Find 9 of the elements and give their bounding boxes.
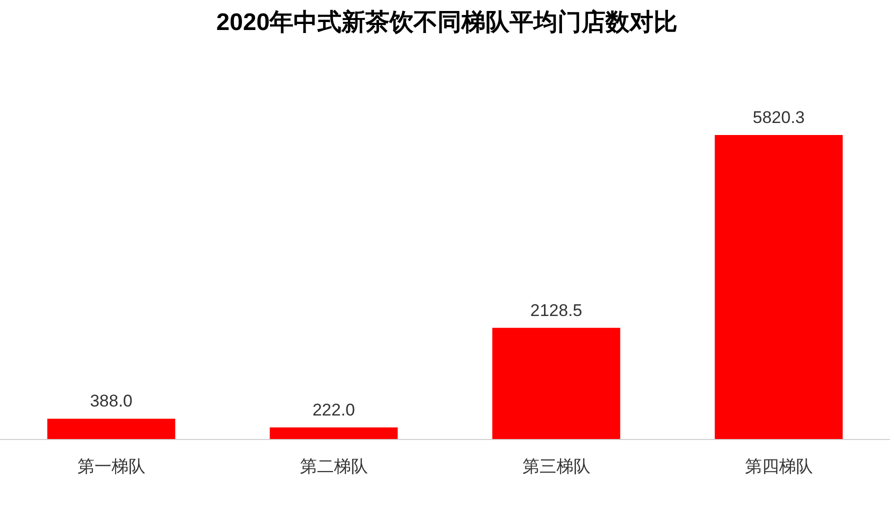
x-tick-label: 第三梯队 xyxy=(522,457,590,476)
data-label: 5820.3 xyxy=(752,108,805,127)
data-label: 2128.5 xyxy=(530,300,582,320)
x-tick-label: 第四梯队 xyxy=(744,457,813,476)
x-tick-label: 第二梯队 xyxy=(300,457,368,476)
title: 2020年中式新茶饮不同梯队平均门店数对比 xyxy=(216,9,678,36)
data-label: 222.0 xyxy=(312,400,356,420)
x-tick-label: 第一梯队 xyxy=(77,457,146,476)
data-label: 388.0 xyxy=(90,392,133,411)
